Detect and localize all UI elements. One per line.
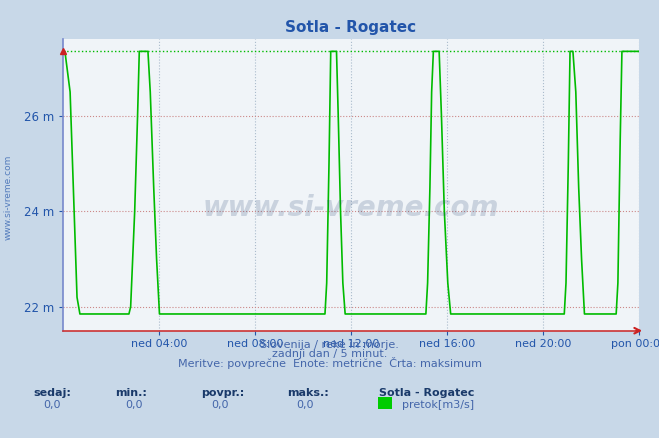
Text: www.si-vreme.com: www.si-vreme.com <box>3 155 13 240</box>
Text: maks.:: maks.: <box>287 389 328 399</box>
Text: www.si-vreme.com: www.si-vreme.com <box>203 194 499 223</box>
Text: min.:: min.: <box>115 389 147 399</box>
Text: 0,0: 0,0 <box>125 400 143 410</box>
Text: 0,0: 0,0 <box>43 400 61 410</box>
Text: povpr.:: povpr.: <box>201 389 244 399</box>
Text: zadnji dan / 5 minut.: zadnji dan / 5 minut. <box>272 349 387 359</box>
Text: Slovenija / reke in morje.: Slovenija / reke in morje. <box>260 340 399 350</box>
Title: Sotla - Rogatec: Sotla - Rogatec <box>285 21 416 35</box>
Text: 0,0: 0,0 <box>211 400 229 410</box>
Text: Sotla - Rogatec: Sotla - Rogatec <box>379 389 474 399</box>
Text: 0,0: 0,0 <box>297 400 314 410</box>
Text: pretok[m3/s]: pretok[m3/s] <box>402 400 474 410</box>
Text: Meritve: povprečne  Enote: metrične  Črta: maksimum: Meritve: povprečne Enote: metrične Črta:… <box>177 357 482 369</box>
Text: sedaj:: sedaj: <box>33 389 71 399</box>
